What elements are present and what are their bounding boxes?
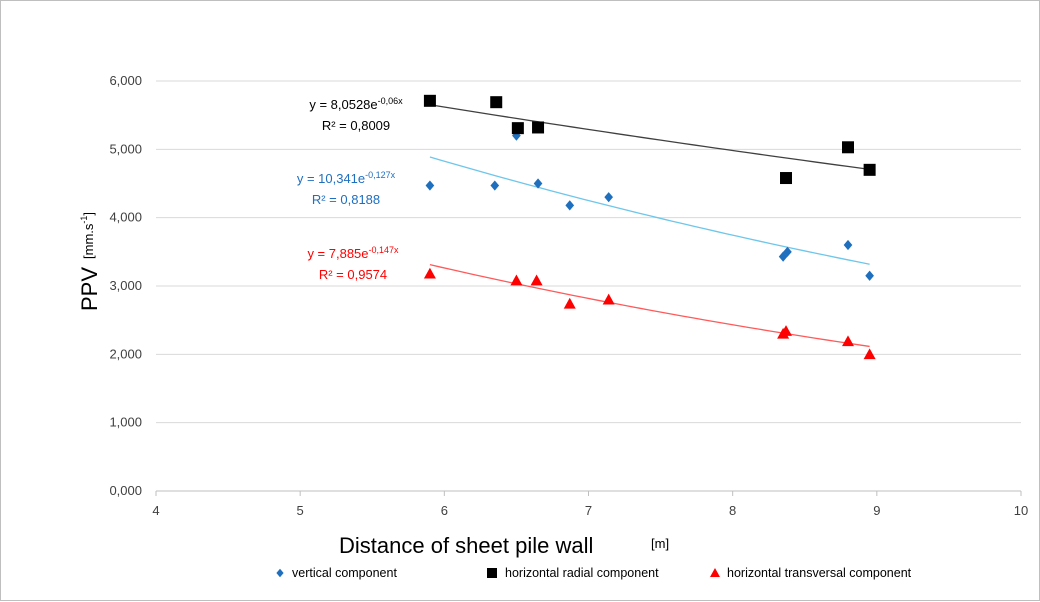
- y-tick-label: 4,000: [109, 210, 142, 225]
- y-tick-label: 5,000: [109, 141, 142, 156]
- trend-equation: y = 7,885e-0,147x: [307, 245, 399, 261]
- data-point-diamond: [565, 200, 575, 211]
- y-tick-label: 3,000: [109, 278, 142, 293]
- x-axis-unit: [m]: [651, 536, 669, 551]
- y-axis-title-group: PPV [mm.s-1]: [77, 212, 102, 311]
- legend-label: horizontal radial component: [505, 566, 659, 580]
- x-tick-label: 9: [873, 503, 880, 518]
- legend-marker: [710, 568, 720, 577]
- x-tick-label: 7: [585, 503, 592, 518]
- trendline: [429, 264, 870, 348]
- data-point-square: [490, 96, 503, 109]
- data-point-triangle: [510, 274, 523, 286]
- trendline: [429, 156, 870, 265]
- data-point-diamond: [533, 178, 543, 189]
- legend-marker: [487, 568, 497, 578]
- trend-r-squared: R² = 0,8009: [322, 118, 390, 133]
- y-axis-unit-sup: -1: [79, 216, 89, 224]
- data-point-diamond: [425, 180, 435, 191]
- data-point-square: [532, 121, 545, 134]
- data-point-square: [423, 94, 436, 107]
- legend-label: vertical component: [292, 566, 397, 580]
- data-point-square: [780, 172, 793, 185]
- data-point-square: [842, 141, 854, 154]
- x-tick-label: 6: [441, 503, 448, 518]
- trend-equation: y = 8,0528e-0,06x: [309, 96, 403, 112]
- data-point-diamond: [865, 270, 874, 281]
- trend-equation-base: y = 10,341e: [297, 171, 365, 186]
- data-point-triangle: [780, 325, 793, 336]
- trend-equation-exponent: -0,147x: [369, 245, 400, 255]
- y-axis-title: PPV: [77, 267, 102, 311]
- legend-marker: [276, 568, 284, 578]
- grid-layer: [156, 80, 1021, 424]
- trend-equation-exponent: -0,127x: [365, 170, 396, 180]
- x-axis-title: Distance of sheet pile wall: [339, 533, 593, 558]
- x-tick-label: 4: [152, 503, 159, 518]
- x-tick-label: 8: [729, 503, 736, 518]
- annotation-layer: y = 10,341e-0,127x R² = 0,8188 y = 8,0528e…: [297, 96, 403, 282]
- data-point-diamond: [490, 180, 500, 191]
- data-point-square: [863, 163, 876, 176]
- y-tick-label: 6,000: [109, 73, 142, 88]
- data-point-diamond: [604, 192, 614, 203]
- trendline: [429, 104, 870, 171]
- data-point-diamond: [783, 246, 792, 257]
- trend-r-squared: R² = 0,9574: [319, 267, 387, 282]
- axis-layer: 0,000 1,000 2,000 3,000 4,000 5,000 6,000 4 5 6 7 8…: [109, 73, 1028, 518]
- data-point-triangle: [863, 348, 876, 360]
- y-axis-unit: [mm.s-1]: [79, 212, 96, 259]
- data-point-triangle: [602, 293, 615, 305]
- data-point-square: [511, 122, 524, 135]
- legend-label: horizontal transversal component: [727, 566, 912, 580]
- y-tick-label: 1,000: [109, 415, 142, 430]
- y-axis-unit-main: [mm.s: [81, 223, 96, 259]
- point-layer: [423, 94, 876, 360]
- data-point-diamond: [843, 239, 853, 251]
- y-axis-unit-end: ]: [81, 212, 96, 216]
- data-point-triangle: [423, 267, 436, 279]
- legend: vertical component horizontal radial comp…: [276, 566, 912, 580]
- y-tick-label: 2,000: [109, 346, 142, 361]
- data-point-triangle: [530, 274, 543, 286]
- trend-equation: y = 10,341e-0,127x: [297, 170, 396, 186]
- data-point-triangle: [563, 297, 576, 309]
- x-tick-label: 5: [297, 503, 304, 518]
- y-tick-label: 0,000: [109, 483, 142, 498]
- trend-equation-base: y = 7,885e: [307, 246, 368, 261]
- x-tick-label: 10: [1014, 503, 1028, 518]
- data-point-triangle: [842, 335, 854, 347]
- trend-r-squared: R² = 0,8188: [312, 192, 380, 207]
- trend-equation-exponent: -0,06x: [378, 96, 404, 106]
- trend-equation-base: y = 8,0528e: [309, 97, 377, 112]
- trend-layer: [429, 104, 870, 348]
